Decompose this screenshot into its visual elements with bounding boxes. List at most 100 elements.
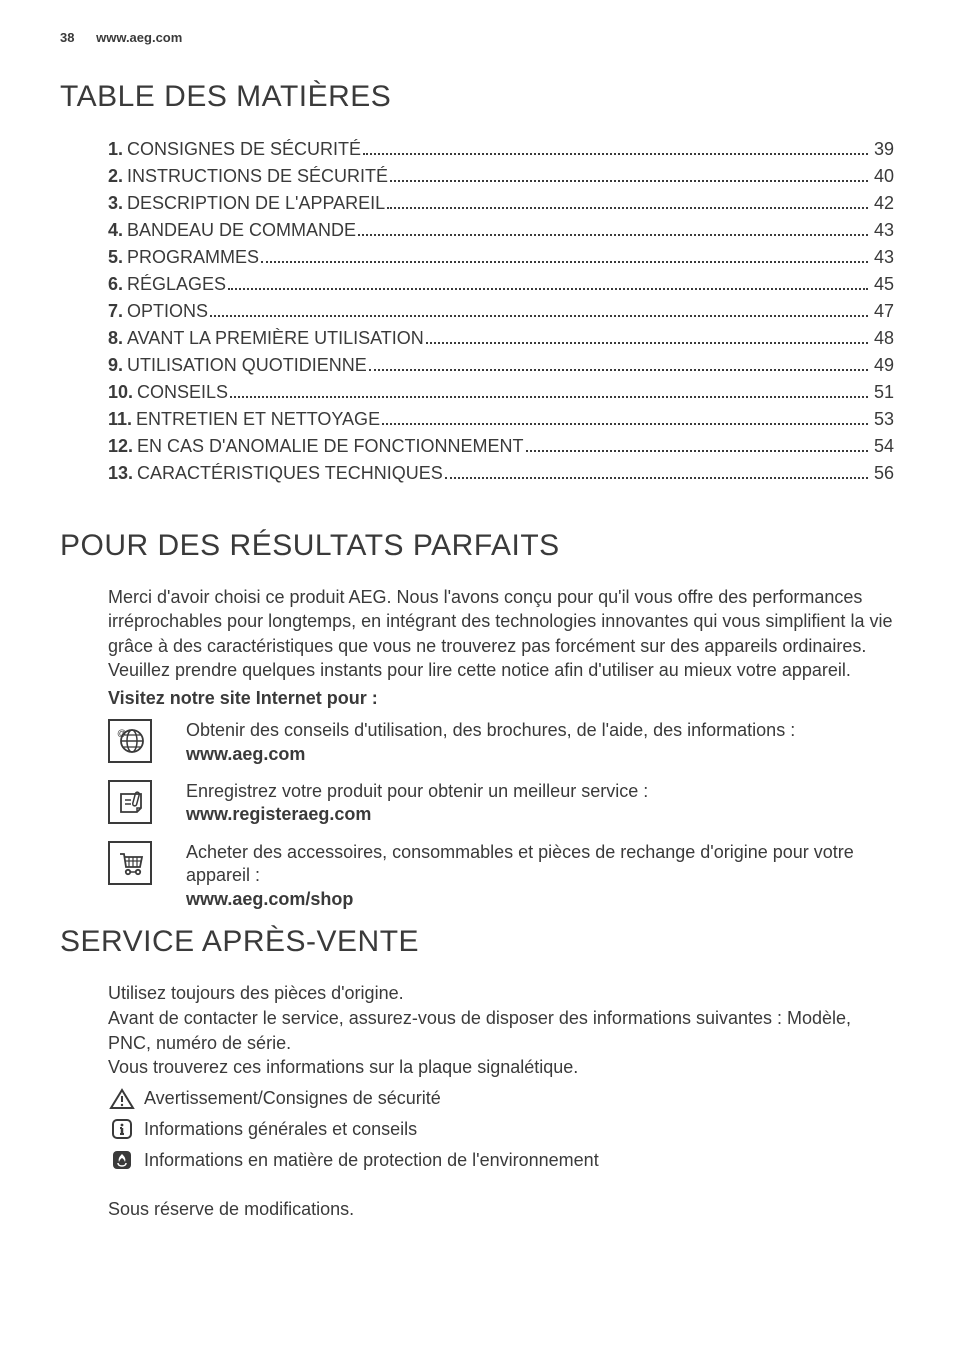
toc-label: CONSEILS — [137, 379, 228, 406]
toc-num: 7. — [108, 298, 123, 325]
toc-dots — [445, 477, 868, 479]
service-body: Utilisez toujours des pièces d'origine. … — [108, 981, 894, 1222]
service-line: Vous trouverez ces informations sur la p… — [108, 1055, 894, 1080]
warning-icon — [108, 1087, 136, 1111]
globe-icon: @ — [108, 719, 152, 763]
link-desc: Acheter des accessoires, consommables et… — [186, 842, 854, 885]
toc-dots — [210, 315, 868, 317]
toc-label: EN CAS D'ANOMALIE DE FONCTIONNEMENT — [137, 433, 523, 460]
link-url: www.aeg.com — [186, 744, 305, 764]
link-text: Obtenir des conseils d'utilisation, des … — [186, 719, 795, 766]
footnote: Sous réserve de modifications. — [108, 1197, 894, 1222]
heading-service: SERVICE APRÈS-VENTE — [60, 925, 894, 959]
link-block: Acheter des accessoires, consommables et… — [108, 841, 894, 911]
symbol-text: Informations générales et conseils — [144, 1117, 417, 1142]
toc-dots — [387, 207, 868, 209]
heading-results: POUR DES RÉSULTATS PARFAITS — [60, 529, 894, 563]
link-block: Enregistrez votre produit pour obtenir u… — [108, 780, 894, 827]
toc-page: 53 — [872, 406, 894, 433]
service-line: Avant de contacter le service, assurez-v… — [108, 1006, 894, 1056]
register-icon — [108, 780, 152, 824]
toc-num: 5. — [108, 244, 123, 271]
symbol-text: Informations en matière de protection de… — [144, 1148, 599, 1173]
toc-item: 3. DESCRIPTION DE L'APPAREIL 42 — [108, 190, 894, 217]
toc-item: 5. PROGRAMMES 43 — [108, 244, 894, 271]
toc-label: DESCRIPTION DE L'APPAREIL — [127, 190, 385, 217]
toc-num: 8. — [108, 325, 123, 352]
table-of-contents: 1. CONSIGNES DE SÉCURITÉ 39 2. INSTRUCTI… — [108, 136, 894, 487]
header-site: www.aeg.com — [96, 30, 182, 45]
toc-num: 1. — [108, 136, 123, 163]
link-text: Enregistrez votre produit pour obtenir u… — [186, 780, 648, 827]
toc-page: 49 — [872, 352, 894, 379]
toc-label: UTILISATION QUOTIDIENNE — [127, 352, 367, 379]
toc-item: 10. CONSEILS 51 — [108, 379, 894, 406]
toc-label: RÉGLAGES — [127, 271, 226, 298]
toc-label: PROGRAMMES — [127, 244, 259, 271]
toc-dots — [526, 450, 868, 452]
toc-dots — [369, 369, 868, 371]
visit-line: Visitez notre site Internet pour : — [108, 688, 894, 709]
toc-item: 13. CARACTÉRISTIQUES TECHNIQUES 56 — [108, 460, 894, 487]
toc-label: CARACTÉRISTIQUES TECHNIQUES — [137, 460, 443, 487]
toc-page: 40 — [872, 163, 894, 190]
toc-label: CONSIGNES DE SÉCURITÉ — [127, 136, 361, 163]
toc-dots — [426, 342, 868, 344]
toc-num: 3. — [108, 190, 123, 217]
toc-item: 7. OPTIONS 47 — [108, 298, 894, 325]
symbol-row: Informations en matière de protection de… — [108, 1148, 894, 1173]
toc-num: 2. — [108, 163, 123, 190]
toc-page: 56 — [872, 460, 894, 487]
service-line: Utilisez toujours des pièces d'origine. — [108, 981, 894, 1006]
toc-num: 9. — [108, 352, 123, 379]
toc-item: 12. EN CAS D'ANOMALIE DE FONCTIONNEMENT … — [108, 433, 894, 460]
link-desc: Enregistrez votre produit pour obtenir u… — [186, 781, 648, 801]
toc-item: 9. UTILISATION QUOTIDIENNE 49 — [108, 352, 894, 379]
toc-label: INSTRUCTIONS DE SÉCURITÉ — [127, 163, 388, 190]
symbol-text: Avertissement/Consignes de sécurité — [144, 1086, 441, 1111]
toc-item: 4. BANDEAU DE COMMANDE 43 — [108, 217, 894, 244]
toc-page: 39 — [872, 136, 894, 163]
toc-page: 54 — [872, 433, 894, 460]
link-block: @ Obtenir des conseils d'utilisation, de… — [108, 719, 894, 766]
cart-icon — [108, 841, 152, 885]
info-icon — [108, 1117, 136, 1141]
link-desc: Obtenir des conseils d'utilisation, des … — [186, 720, 795, 740]
toc-page: 45 — [872, 271, 894, 298]
toc-label: BANDEAU DE COMMANDE — [127, 217, 356, 244]
toc-page: 43 — [872, 244, 894, 271]
intro-text: Merci d'avoir choisi ce produit AEG. Nou… — [108, 585, 894, 682]
symbol-row: Avertissement/Consignes de sécurité — [108, 1086, 894, 1111]
toc-page: 51 — [872, 379, 894, 406]
toc-page: 43 — [872, 217, 894, 244]
toc-dots — [382, 423, 868, 425]
toc-dots — [228, 288, 868, 290]
toc-item: 2. INSTRUCTIONS DE SÉCURITÉ 40 — [108, 163, 894, 190]
toc-label: ENTRETIEN ET NETTOYAGE — [136, 406, 380, 433]
link-url: www.registeraeg.com — [186, 804, 371, 824]
toc-num: 11. — [108, 406, 132, 433]
toc-item: 11. ENTRETIEN ET NETTOYAGE 53 — [108, 406, 894, 433]
toc-label: OPTIONS — [127, 298, 208, 325]
toc-item: 1. CONSIGNES DE SÉCURITÉ 39 — [108, 136, 894, 163]
toc-page: 47 — [872, 298, 894, 325]
toc-dots — [261, 261, 868, 263]
toc-num: 13. — [108, 460, 133, 487]
toc-item: 8. AVANT LA PREMIÈRE UTILISATION 48 — [108, 325, 894, 352]
link-url: www.aeg.com/shop — [186, 889, 353, 909]
toc-num: 12. — [108, 433, 133, 460]
symbol-row: Informations générales et conseils — [108, 1117, 894, 1142]
toc-num: 6. — [108, 271, 123, 298]
link-text: Acheter des accessoires, consommables et… — [186, 841, 894, 911]
page-header: 38 www.aeg.com — [60, 30, 894, 45]
toc-dots — [363, 153, 868, 155]
toc-num: 4. — [108, 217, 123, 244]
toc-item: 6. RÉGLAGES 45 — [108, 271, 894, 298]
toc-dots — [358, 234, 868, 236]
toc-num: 10. — [108, 379, 133, 406]
page-number: 38 — [60, 30, 74, 45]
toc-dots — [230, 396, 868, 398]
toc-page: 42 — [872, 190, 894, 217]
eco-icon — [108, 1148, 136, 1172]
toc-page: 48 — [872, 325, 894, 352]
